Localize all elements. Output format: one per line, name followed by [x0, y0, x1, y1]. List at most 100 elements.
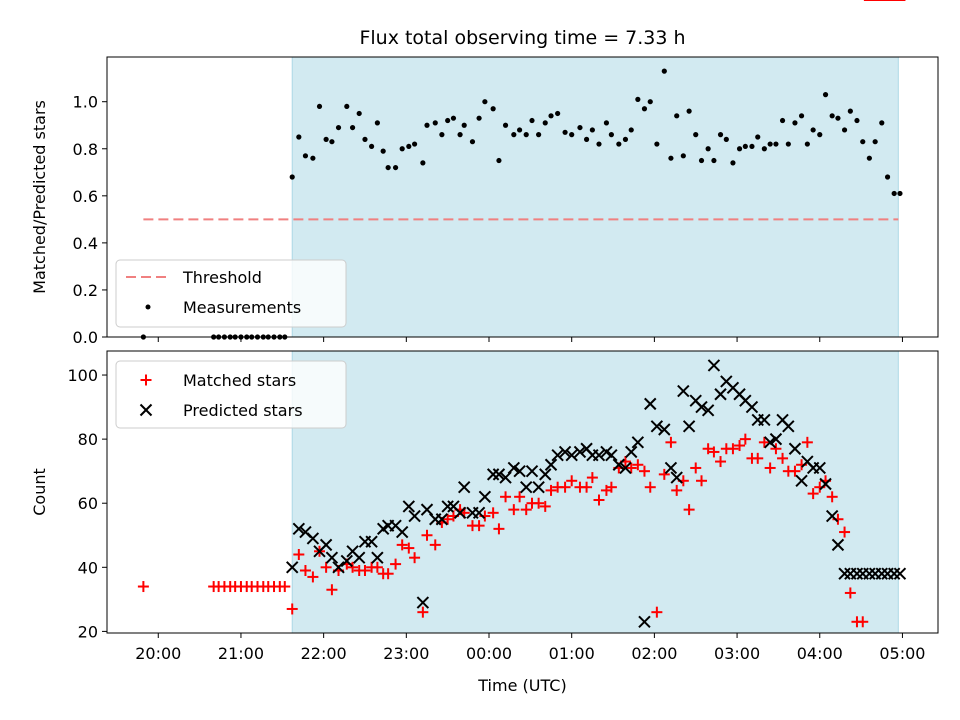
matched-star-point: [702, 443, 714, 455]
predicted-star-point: [286, 561, 299, 574]
matched-star-point: [421, 529, 433, 541]
measurement-point: [755, 134, 761, 140]
predicted-star-point: [306, 532, 320, 545]
measurement-point: [529, 117, 535, 124]
top-y-tick-label: 0.0: [73, 328, 98, 347]
predicted-star-point: [492, 468, 506, 481]
x-tick-label: 03:00: [714, 644, 760, 663]
predicted-star-point: [758, 413, 771, 427]
measurement-point: [542, 120, 548, 126]
matched-star-point: [409, 552, 421, 564]
measurement-point: [668, 155, 674, 161]
predicted-star-point: [532, 480, 545, 494]
matched-star-point: [487, 507, 499, 519]
measurement-point: [517, 127, 523, 133]
legend-matched-marker: [140, 374, 152, 386]
matched-star-point: [857, 616, 869, 628]
predicted-star-point: [625, 445, 638, 459]
measurement-point: [302, 153, 309, 159]
x-tick-label: 21:00: [218, 644, 264, 663]
measurement-point: [866, 155, 872, 161]
x-tick-label: 04:00: [797, 644, 843, 663]
predicted-stars-points: [286, 359, 907, 628]
matched-star-point: [644, 481, 656, 493]
predicted-star-point: [395, 525, 409, 539]
measurement-point: [439, 132, 445, 138]
x-tick-label: 20:00: [135, 644, 181, 663]
matched-star-point: [839, 526, 851, 538]
matched-star-point: [777, 452, 789, 464]
x-axis-label: Time (UTC): [477, 676, 566, 695]
legend-measurements-swatch: [145, 304, 151, 310]
matched-star-point: [371, 561, 383, 573]
bottom-y-tick-label: 20: [78, 622, 98, 641]
measurement-point: [817, 132, 823, 138]
x-tick-label: 01:00: [549, 644, 595, 663]
measurement-point: [686, 108, 692, 114]
measurement-point: [445, 117, 451, 124]
bottom-x-ticks: 20:00 21:00 22:00 23:00 00:00 01:00 02:00 03:00…: [135, 633, 925, 663]
predicted-star-point: [402, 500, 416, 513]
matched-star-point: [727, 443, 739, 455]
measurement-point: [749, 143, 755, 150]
matched-star-point: [508, 504, 520, 516]
bottom-y-tick-label: 60: [78, 494, 98, 513]
top-legend: Threshold Measurements: [115, 259, 347, 328]
measurement-point: [798, 113, 805, 119]
measurement-point: [349, 124, 356, 131]
x-tick-label: 00:00: [466, 644, 512, 663]
matched-star-point: [586, 472, 598, 484]
predicted-star-point: [592, 448, 606, 462]
measurement-point: [872, 139, 878, 145]
measurement-point: [742, 143, 748, 150]
predicted-star-point: [478, 490, 492, 504]
predicted-star-point: [677, 384, 690, 398]
predicted-star-point: [408, 509, 421, 523]
predicted-star-point: [658, 423, 671, 436]
top-y-ticks: 0.0 0.2 0.4 0.6 0.8 1.0: [73, 93, 107, 347]
x-tick-label: 05:00: [879, 644, 925, 663]
predicted-star-point: [631, 436, 645, 449]
predicted-star-point: [441, 500, 454, 513]
measurement-point: [680, 153, 686, 159]
measurement-point: [879, 120, 885, 126]
measurement-point: [476, 115, 482, 121]
matched-star-point: [789, 465, 801, 477]
predicted-star-point: [551, 448, 564, 462]
bottom-legend: Matched stars Predicted stars: [115, 360, 347, 429]
predicted-star-point: [850, 567, 864, 580]
predicted-star-point: [650, 420, 664, 433]
predicted-star-point: [745, 400, 759, 414]
predicted-star-point: [893, 567, 907, 580]
matched-star-point: [581, 481, 593, 493]
bottom-axes-frame: [106, 350, 939, 634]
measurement-point: [523, 132, 529, 138]
measurement-point: [323, 136, 329, 142]
predicted-star-point: [565, 448, 578, 462]
predicted-star-point: [701, 404, 715, 417]
matched-star-point: [844, 587, 856, 599]
measurement-point: [608, 132, 614, 138]
predicted-star-point: [875, 567, 888, 580]
measurement-point: [411, 141, 418, 147]
measurement-point: [779, 117, 786, 124]
measurement-point: [316, 103, 323, 110]
predicted-star-point: [605, 448, 618, 462]
bottom-y-ticks: 20 40 60 80 100: [67, 366, 107, 641]
top-legend-box: [115, 259, 347, 328]
predicted-star-point: [573, 445, 587, 459]
matched-star-point: [559, 481, 571, 493]
matched-star-point: [593, 494, 605, 506]
measurement-point: [736, 146, 743, 152]
matched-star-point: [299, 565, 311, 577]
predicted-star-point: [788, 442, 802, 455]
matched-star-point: [473, 520, 485, 532]
measurement-point: [344, 103, 350, 110]
measurement-point: [767, 141, 773, 147]
bottom-panel: 20 40 60 80 100 20:00 21:00 22:00 23:00 00:00 01:…: [30, 0, 939, 695]
predicted-star-point: [707, 359, 721, 372]
measurement-point: [555, 110, 561, 117]
predicted-star-point: [319, 538, 333, 552]
